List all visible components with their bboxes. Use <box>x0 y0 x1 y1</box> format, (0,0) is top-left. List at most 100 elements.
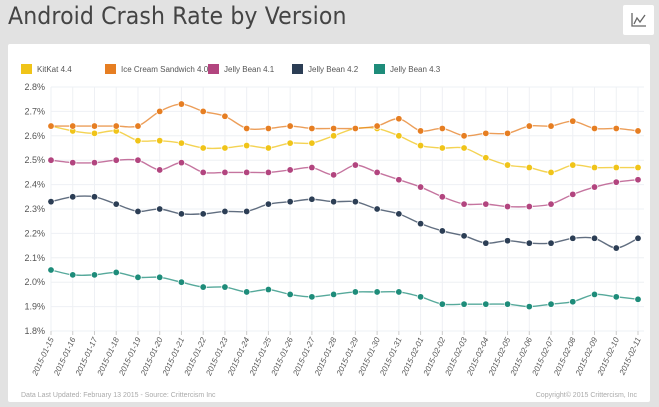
data-point <box>48 123 54 129</box>
data-point <box>178 210 185 217</box>
data-point <box>613 245 620 251</box>
data-point <box>548 201 554 208</box>
legend-label: Jelly Bean 4.1 <box>224 64 275 74</box>
y-tick-label: 2.1% <box>24 253 45 263</box>
data-point <box>374 169 381 176</box>
data-point <box>287 291 294 298</box>
data-point <box>135 137 141 144</box>
data-point <box>200 145 207 151</box>
data-point <box>526 164 533 171</box>
data-point <box>548 123 554 129</box>
data-point <box>635 128 641 134</box>
data-source-note: Data Last Updated: February 13 2015 - So… <box>21 392 216 399</box>
data-point <box>352 198 359 205</box>
y-tick-label: 2.7% <box>24 106 45 116</box>
data-point <box>461 232 467 239</box>
data-point <box>417 142 424 149</box>
data-point <box>113 123 120 129</box>
data-point <box>91 159 98 166</box>
data-point <box>461 132 467 139</box>
data-point <box>69 128 76 134</box>
copyright-note: Copyright© 2015 Crittercism, Inc <box>535 392 637 399</box>
data-point <box>178 101 185 107</box>
data-point <box>113 201 120 208</box>
legend-item[interactable]: Ice Cream Sandwich 4.0 <box>105 64 208 74</box>
legend-item[interactable]: Jelly Bean 4.3 <box>374 64 440 74</box>
data-point <box>439 228 446 234</box>
data-point <box>308 164 315 171</box>
series-ice-cream-sandwich-4-0 <box>47 100 642 140</box>
data-point <box>526 203 533 210</box>
data-point <box>439 193 446 200</box>
legend-item[interactable]: Jelly Bean 4.2 <box>292 64 358 74</box>
data-point <box>526 303 533 310</box>
data-point <box>395 210 402 217</box>
data-point <box>287 198 294 205</box>
data-point <box>330 198 337 205</box>
data-point <box>243 125 250 132</box>
line-chart-icon <box>630 13 646 27</box>
data-point <box>91 271 98 278</box>
data-point <box>200 210 207 217</box>
legend-item[interactable]: KitKat 4.4 <box>21 64 72 74</box>
data-point <box>287 167 294 173</box>
data-point <box>156 206 163 212</box>
data-point <box>243 208 250 215</box>
data-point <box>635 296 641 303</box>
data-point <box>113 157 120 164</box>
data-point <box>569 298 576 305</box>
data-point <box>48 267 54 273</box>
data-point <box>48 198 54 205</box>
data-point <box>222 113 228 120</box>
data-point <box>330 291 337 298</box>
data-point <box>308 293 315 300</box>
data-point <box>395 176 402 183</box>
data-point <box>308 196 315 203</box>
data-point <box>265 286 272 293</box>
data-point <box>439 125 446 132</box>
legend-swatch <box>21 64 32 74</box>
legend-label: Jelly Bean 4.3 <box>390 64 441 74</box>
data-point <box>135 123 141 129</box>
data-point <box>156 108 163 115</box>
data-point <box>374 206 381 212</box>
data-point <box>330 171 337 178</box>
data-point <box>200 169 207 176</box>
data-point <box>635 176 641 183</box>
y-tick-label: 2.5% <box>24 155 45 165</box>
data-point <box>135 157 141 164</box>
data-point <box>591 164 598 171</box>
data-point <box>482 201 489 208</box>
data-point <box>222 145 228 151</box>
data-point <box>526 240 533 247</box>
data-point <box>569 191 576 198</box>
data-point <box>352 162 359 168</box>
data-point <box>330 132 337 139</box>
y-tick-label: 2.4% <box>24 180 45 190</box>
data-point <box>156 274 163 281</box>
data-point <box>461 201 467 208</box>
data-point <box>222 169 228 176</box>
data-point <box>352 125 359 132</box>
data-point <box>461 145 467 151</box>
data-point <box>504 130 511 137</box>
legend-item[interactable]: Jelly Bean 4.1 <box>208 64 274 74</box>
data-point <box>439 301 446 308</box>
data-point <box>504 162 511 168</box>
data-point <box>548 240 554 247</box>
data-point <box>482 301 489 308</box>
data-point <box>635 164 641 171</box>
data-point <box>591 184 598 190</box>
series-line <box>50 195 639 249</box>
data-point <box>178 279 185 286</box>
legend-swatch <box>208 64 219 74</box>
data-point <box>48 157 54 164</box>
data-point <box>200 108 207 115</box>
series-line <box>50 269 639 308</box>
series-line <box>50 125 638 174</box>
y-tick-label: 2.6% <box>24 131 45 141</box>
chart-type-button[interactable] <box>623 5 654 35</box>
data-point <box>591 125 598 132</box>
data-point <box>395 115 402 122</box>
